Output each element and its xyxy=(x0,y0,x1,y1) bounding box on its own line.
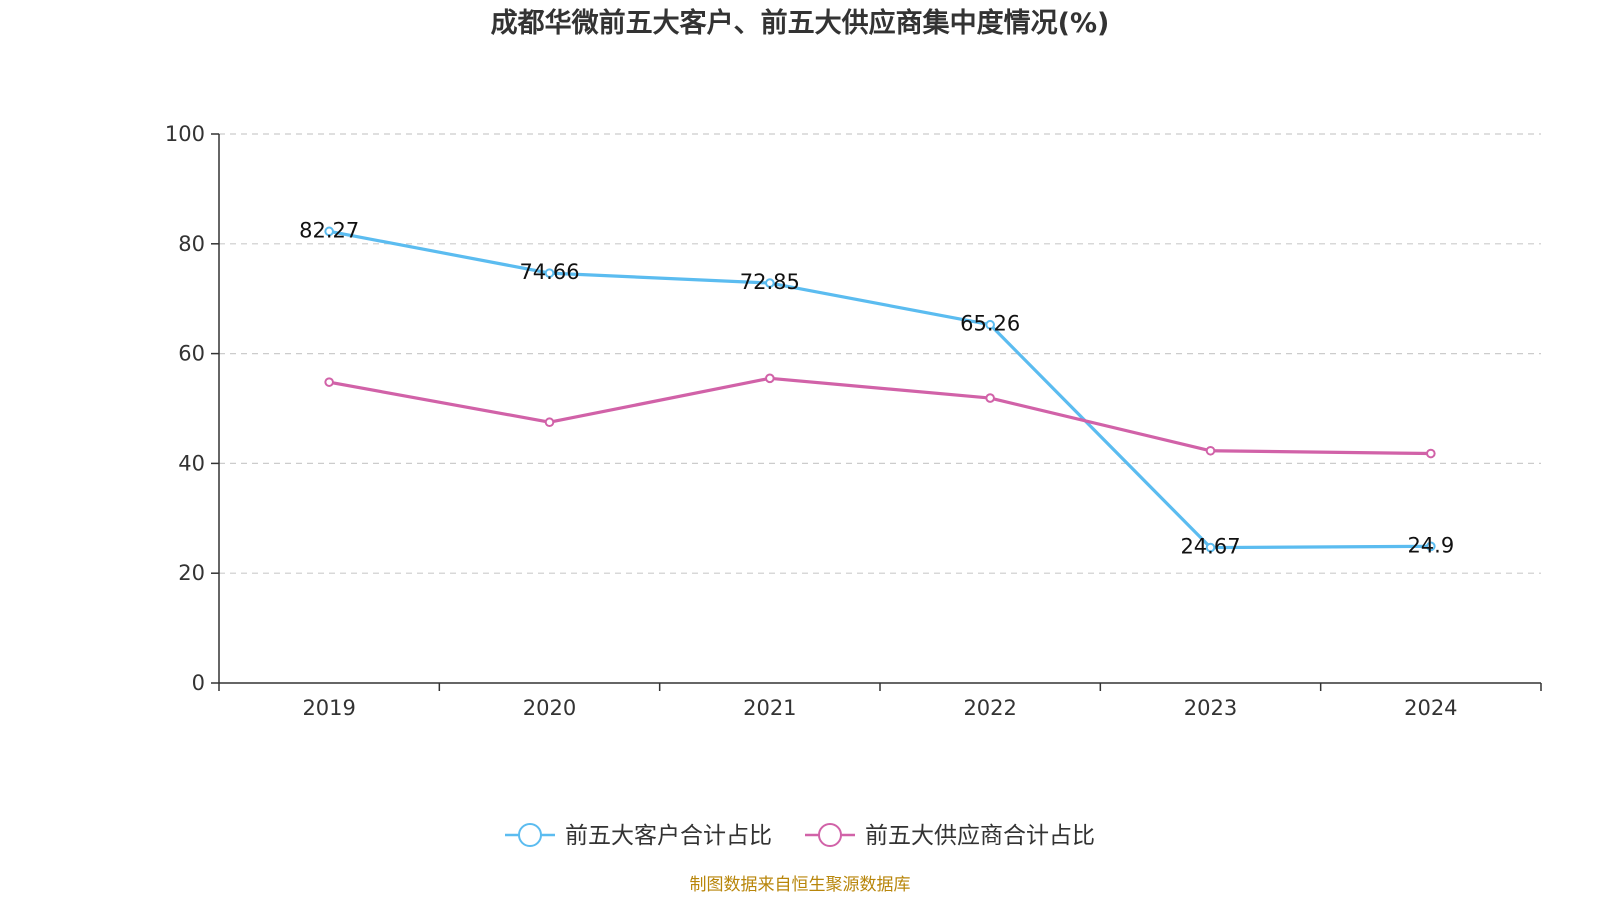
x-tick-label: 2024 xyxy=(1404,696,1457,720)
x-tick-label: 2022 xyxy=(963,696,1016,720)
data-label: 72.85 xyxy=(740,270,800,294)
series-2-point xyxy=(765,373,775,384)
series-2-point xyxy=(324,377,334,387)
series-2-point xyxy=(544,417,555,428)
legend-label-1: 前五大客户合计占比 xyxy=(565,823,772,849)
data-label: 24.9 xyxy=(1407,533,1454,557)
series-line-2 xyxy=(328,376,1431,456)
y-tick-label: 20 xyxy=(178,561,205,585)
data-labels: 82.27 74.66 72.85 65.26 24.67 24.9 xyxy=(299,218,1454,558)
series-2-point xyxy=(1426,448,1436,459)
series-1-point xyxy=(1426,541,1436,552)
legend-marker-1 xyxy=(518,823,542,847)
legend-label-2: 前五大供应商合计占比 xyxy=(865,823,1095,849)
y-tick-label: 40 xyxy=(178,451,205,475)
series-line-1 xyxy=(328,229,1431,550)
data-label: 82.27 xyxy=(299,218,359,242)
data-label: 65.26 xyxy=(960,312,1020,336)
series-1-point xyxy=(765,278,775,288)
data-label: 24.67 xyxy=(1180,535,1240,559)
data-label: 74.66 xyxy=(519,260,579,284)
series-2-point xyxy=(985,393,995,403)
y-tick-label: 0 xyxy=(192,671,205,695)
source-note: 制图数据来自恒生聚源数据库 xyxy=(690,875,911,895)
series-1-point xyxy=(985,319,995,330)
y-axis: 0 20 40 60 80 100 xyxy=(165,122,220,695)
series-1-point xyxy=(1205,542,1216,553)
x-axis: 2019 2020 2021 2022 2023 2024 xyxy=(218,682,1542,720)
y-tick-label: 60 xyxy=(178,342,205,366)
series-1-point xyxy=(324,226,334,237)
legend[interactable]: 前五大客户合计占比 前五大供应商合计占比 xyxy=(505,823,1095,849)
y-tick-label: 80 xyxy=(178,232,205,256)
y-tick-label: 100 xyxy=(165,122,205,146)
series-1-point xyxy=(544,268,555,278)
grid-lines xyxy=(219,133,1541,574)
x-tick-label: 2023 xyxy=(1184,696,1237,720)
x-tick-label: 2020 xyxy=(523,696,576,720)
chart-title: 成都华微前五大客户、前五大供应商集中度情况(%) xyxy=(491,7,1110,39)
x-tick-label: 2019 xyxy=(302,696,355,720)
series-layer xyxy=(324,226,1436,553)
x-tick-label: 2021 xyxy=(743,696,796,720)
series-2-point xyxy=(1205,445,1216,456)
legend-marker-2 xyxy=(818,823,842,847)
